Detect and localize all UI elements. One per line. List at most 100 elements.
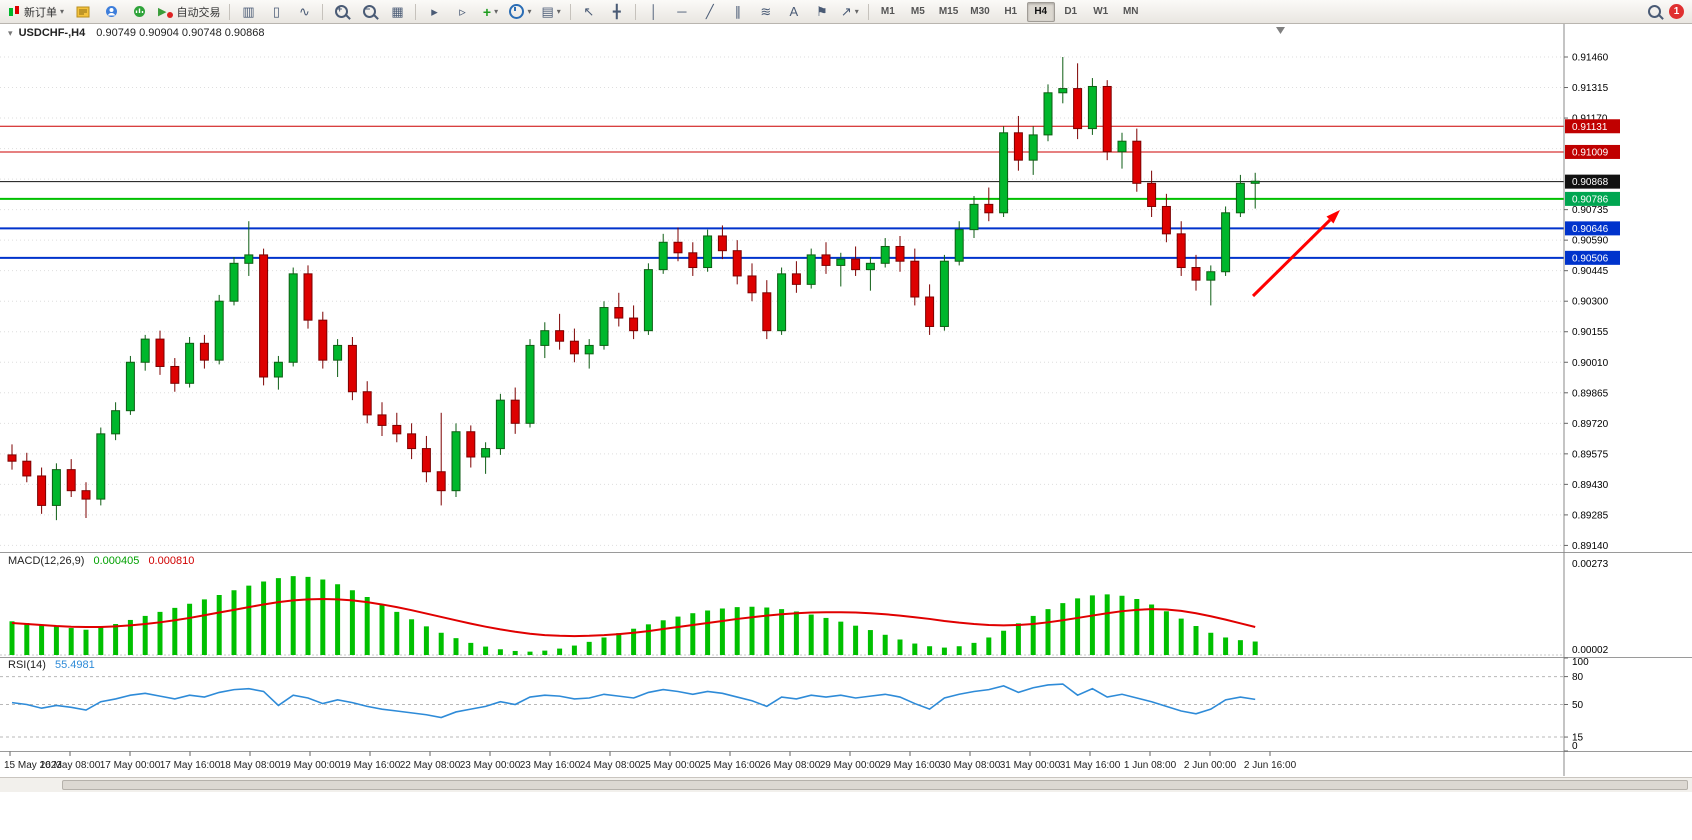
svg-text:0.91315: 0.91315 <box>1572 83 1609 94</box>
ohlc-values: 0.90749 0.90904 0.90748 0.90868 <box>96 27 265 39</box>
macd-histogram <box>9 576 1258 655</box>
indicators-button[interactable]: + ▾ <box>477 1 503 23</box>
timeframe-h1-button[interactable]: H1 <box>1004 6 1018 17</box>
timeframe-m1-button[interactable]: M1 <box>880 6 895 17</box>
svg-text:0.91460: 0.91460 <box>1572 53 1609 64</box>
toolbar-separator <box>634 3 636 20</box>
channel-icon: ∥ <box>734 4 742 19</box>
svg-text:31 May 00:00: 31 May 00:00 <box>1000 760 1061 771</box>
chart-shift-button[interactable]: ▹ <box>449 1 475 23</box>
svg-text:0.89575: 0.89575 <box>1572 449 1609 460</box>
timeframe-w1-button[interactable]: W1 <box>1093 6 1109 17</box>
zoom-in-icon: + <box>334 4 348 18</box>
crosshair-button[interactable]: ╋ <box>604 1 630 23</box>
auto-scroll-icon: ▸ <box>431 4 438 19</box>
text-tool-button[interactable]: A <box>781 1 807 23</box>
macd-label: MACD(12,26,9) <box>8 555 85 567</box>
toolbar-separator <box>415 3 417 20</box>
scrollbar-thumb[interactable] <box>62 780 1688 790</box>
templates-button[interactable]: ▤ ▾ <box>538 1 565 23</box>
autotrading-label: 自动交易 <box>176 6 221 19</box>
svg-text:18 May 08:00: 18 May 08:00 <box>220 760 281 771</box>
market-icon <box>133 6 145 17</box>
vertical-line-button[interactable]: │ <box>641 1 667 23</box>
bar-chart-icon: ▥ <box>242 4 255 19</box>
svg-text:0.90010: 0.90010 <box>1572 358 1609 369</box>
zoom-out-button[interactable]: − <box>356 1 382 23</box>
svg-text:80: 80 <box>1572 672 1584 683</box>
fibonacci-button[interactable]: ≋ <box>753 1 779 23</box>
crosshair-icon: ╋ <box>612 4 621 19</box>
market-button[interactable] <box>126 1 152 23</box>
svg-text:17 May 16:00: 17 May 16:00 <box>160 760 221 771</box>
svg-text:23 May 16:00: 23 May 16:00 <box>520 760 581 771</box>
timeframe-m15-button[interactable]: M15 <box>938 6 959 17</box>
tile-windows-button[interactable]: ▦ <box>384 1 410 23</box>
svg-text:0.90646: 0.90646 <box>1572 224 1609 235</box>
fibonacci-icon: ≋ <box>760 4 772 19</box>
line-chart-button[interactable]: ∿ <box>291 1 317 23</box>
timeframe-m5-button[interactable]: M5 <box>910 6 925 17</box>
chart-shift-icon: ▹ <box>459 4 466 19</box>
chevron-down-icon: ▾ <box>60 7 65 16</box>
channel-button[interactable]: ∥ <box>725 1 751 23</box>
macd-main-value: 0.000405 <box>93 555 140 567</box>
cursor-button[interactable]: ↖ <box>576 1 602 23</box>
macd-signal-line <box>11 598 1256 638</box>
trendline-button[interactable]: ╱ <box>697 1 723 23</box>
label-tool-button[interactable]: ⚑ <box>809 1 835 23</box>
svg-text:0.91009: 0.91009 <box>1572 147 1609 158</box>
svg-text:0.91170: 0.91170 <box>1572 114 1608 125</box>
candlestick-chart-button[interactable]: ▯ <box>263 1 289 23</box>
shift-marker-icon <box>1276 27 1285 34</box>
play-icon: ▶ <box>158 6 167 18</box>
svg-text:25 May 00:00: 25 May 00:00 <box>640 760 701 771</box>
timeframe-d1-button[interactable]: D1 <box>1064 6 1078 17</box>
search-icon <box>1647 5 1661 18</box>
autotrading-button[interactable]: ▶ 自动交易 <box>154 1 224 23</box>
chart-canvas[interactable]: 0.91460 0.91315 0.91170 0.90735 0.90590 0.904… <box>0 0 1692 800</box>
search-button[interactable] <box>1641 1 1667 23</box>
zoom-in-button[interactable]: + <box>328 1 354 23</box>
text-tool-icon: A <box>789 4 799 19</box>
price-axis: 0.91460 0.91315 0.91170 0.90735 0.90590 0.904… <box>1563 24 1620 776</box>
svg-text:0.91131: 0.91131 <box>1572 122 1608 133</box>
auto-scroll-button[interactable]: ▸ <box>421 1 447 23</box>
timeframe-m30-button[interactable]: M30 <box>970 6 990 17</box>
svg-text:15 May 2023: 15 May 2023 <box>4 760 62 771</box>
svg-text:0.90590: 0.90590 <box>1572 236 1609 247</box>
bar-chart-button[interactable]: ▥ <box>235 1 261 23</box>
new-order-button[interactable]: 新订单 ▾ <box>4 1 68 23</box>
new-order-label: 新订单 <box>24 6 57 19</box>
toolbar-separator <box>229 3 231 20</box>
svg-text:22 May 08:00: 22 May 08:00 <box>400 760 461 771</box>
svg-text:31 May 16:00: 31 May 16:00 <box>1060 760 1121 771</box>
horizontal-scrollbar[interactable] <box>0 777 1692 792</box>
periods-button[interactable]: ▾ <box>505 1 535 23</box>
svg-text:2 Jun 16:00: 2 Jun 16:00 <box>1244 760 1297 771</box>
arrows-tool-button[interactable]: ↗ ▾ <box>837 1 863 23</box>
profile-button[interactable] <box>98 1 124 23</box>
trendline-icon: ╱ <box>705 4 714 19</box>
svg-text:19 May 00:00: 19 May 00:00 <box>280 760 341 771</box>
svg-text:50: 50 <box>1572 700 1584 711</box>
rsi-label: RSI(14) <box>8 659 46 671</box>
line-chart-icon: ∿ <box>299 4 310 19</box>
svg-text:24 May 08:00: 24 May 08:00 <box>580 760 641 771</box>
flag-icon: ⚑ <box>815 4 828 19</box>
svg-text:17 May 00:00: 17 May 00:00 <box>100 760 161 771</box>
symbol-period-label: USDCHF-,H4 <box>18 27 86 39</box>
timeframe-h4-button[interactable]: H4 <box>1026 1 1055 22</box>
svg-text:30 May 08:00: 30 May 08:00 <box>940 760 1001 771</box>
horizontal-line-button[interactable]: ─ <box>669 1 695 23</box>
metaeditor-button[interactable] <box>70 1 96 23</box>
notification-badge[interactable]: 1 <box>1669 4 1684 19</box>
collapse-icon[interactable]: ▾ <box>8 28 13 38</box>
main-toolbar: 新订单 ▾ ▶ 自动交易 ▥ ▯ ∿ + − ▦ <box>0 0 1692 24</box>
horizontal-line-icon: ─ <box>677 4 687 19</box>
svg-text:0.00002: 0.00002 <box>1572 645 1609 656</box>
timeframe-mn-button[interactable]: MN <box>1122 6 1139 17</box>
chevron-down-icon: ▾ <box>527 7 532 16</box>
